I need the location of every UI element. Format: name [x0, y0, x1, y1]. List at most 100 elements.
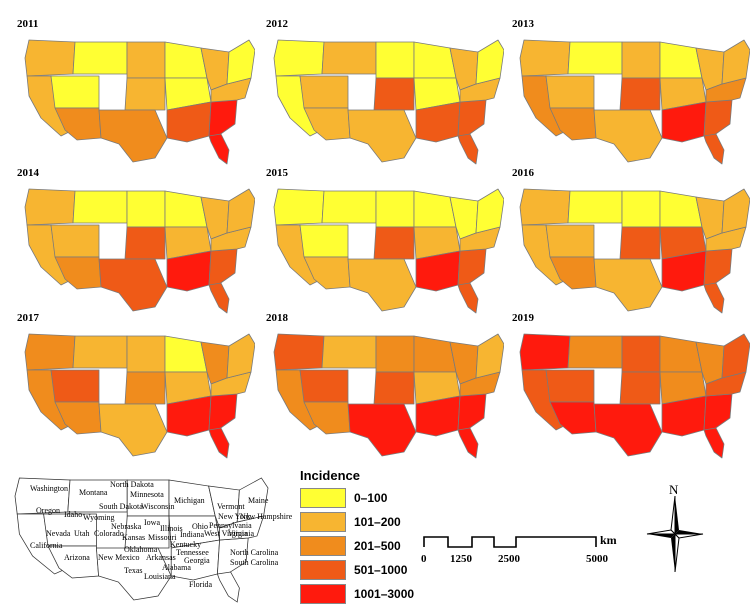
- state-label: New Hampshire: [240, 512, 293, 521]
- region-texas-ok: [347, 258, 417, 312]
- region-new-england: [226, 333, 255, 379]
- ref-region-central-plains: [124, 515, 170, 549]
- north-arrow-icon: N: [645, 482, 705, 572]
- scale-bar-line: [423, 536, 597, 548]
- state-label: North Dakota: [110, 480, 154, 489]
- ref-region-southeast: [216, 537, 249, 577]
- region-southeast: [703, 99, 733, 139]
- choropleth-map: [519, 333, 750, 459]
- region-southeast: [457, 99, 487, 139]
- region-texas-ok: [347, 403, 417, 457]
- region-mountain-n: [321, 335, 377, 369]
- region-florida: [457, 133, 479, 165]
- legend-swatch: [300, 536, 346, 556]
- ref-region-southwest: [47, 545, 100, 579]
- scale-tick: 5000: [586, 553, 608, 565]
- state-label: Oklahoma: [124, 545, 158, 554]
- choropleth-map: [24, 188, 255, 314]
- region-southwest: [549, 256, 597, 290]
- region-southwest: [303, 401, 351, 435]
- state-label: Alabama: [162, 563, 191, 572]
- region-southeast: [457, 248, 487, 288]
- choropleth-map: [273, 188, 504, 314]
- region-gulf-south: [166, 395, 212, 437]
- state-label: Louisiana: [144, 572, 176, 581]
- region-southwest: [54, 107, 102, 141]
- reference-state-map: Washington Montana North Dakota Minnesot…: [4, 468, 292, 610]
- region-central-plains: [619, 77, 661, 111]
- legend-item: 501–1000: [300, 558, 414, 582]
- region-texas-ok: [593, 109, 663, 163]
- state-label: Tennessee: [176, 548, 209, 557]
- region-southwest: [54, 401, 102, 435]
- state-label: Idaho: [64, 510, 83, 519]
- region-central-plains: [124, 77, 166, 111]
- ref-region-gulf-south: [170, 539, 221, 581]
- scale-tick: 0: [421, 553, 427, 565]
- region-gulf-south: [415, 395, 461, 437]
- region-northern-plains: [621, 41, 661, 79]
- region-upper-midwest: [164, 335, 208, 373]
- region-northern-plains: [621, 335, 661, 373]
- region-central-plains: [124, 226, 166, 260]
- region-northern-plains: [375, 335, 415, 373]
- region-southeast: [208, 248, 238, 288]
- region-new-england: [475, 39, 504, 85]
- legend-item: 101–200: [300, 510, 414, 534]
- region-mountain-n: [72, 41, 128, 75]
- scale-tick: 2500: [498, 553, 520, 565]
- map-panel-2016: 2016: [510, 167, 750, 317]
- region-great-basin: [50, 369, 100, 403]
- state-label: Wisconsin: [141, 502, 175, 511]
- region-florida: [457, 282, 479, 314]
- state-label: Ohio: [192, 522, 208, 531]
- region-upper-midwest: [413, 335, 457, 373]
- region-florida: [703, 133, 725, 165]
- region-central-plains: [373, 371, 415, 405]
- legend-swatch: [300, 488, 346, 508]
- region-florida: [703, 282, 725, 314]
- state-label: Kentucky: [170, 540, 202, 549]
- legend-swatch: [300, 512, 346, 532]
- region-upper-midwest: [413, 41, 457, 79]
- region-new-england: [226, 188, 255, 234]
- region-new-england: [721, 333, 750, 379]
- region-great-basin: [50, 224, 100, 258]
- region-texas-ok: [98, 109, 168, 163]
- region-pacific-nw: [519, 333, 571, 371]
- region-great-basin: [299, 75, 349, 109]
- state-label: Wyoming: [83, 513, 115, 522]
- region-mountain-n: [321, 41, 377, 75]
- region-northern-plains: [126, 335, 166, 373]
- state-label: Maine: [248, 496, 269, 505]
- region-new-england: [721, 39, 750, 85]
- state-label: New Mexico: [98, 553, 140, 562]
- region-pacific-nw: [519, 188, 571, 226]
- choropleth-map: [519, 188, 750, 314]
- region-southeast: [208, 99, 238, 139]
- legend-title: Incidence: [300, 468, 360, 483]
- region-northern-plains: [126, 190, 166, 228]
- region-southeast: [703, 393, 733, 433]
- region-new-england: [721, 188, 750, 234]
- map-panel-2015: 2015: [264, 167, 504, 317]
- scale-bar: km 0 1250 2500 5000: [420, 527, 640, 567]
- region-florida: [703, 427, 725, 459]
- ref-region-florida: [216, 571, 240, 603]
- state-label: Colorado: [94, 529, 124, 538]
- region-central-plains: [124, 371, 166, 405]
- legend-item: 201–500: [300, 534, 414, 558]
- legend-swatch: [300, 584, 346, 604]
- map-panel-2013: 2013: [510, 18, 750, 168]
- region-upper-midwest: [164, 190, 208, 228]
- panel-year: 2019: [512, 312, 534, 324]
- region-gulf-south: [661, 101, 707, 143]
- region-pacific-nw: [273, 188, 325, 226]
- legend-label: 201–500: [354, 539, 401, 553]
- scale-tick: 1250: [450, 553, 472, 565]
- state-label: Illinois: [160, 524, 183, 533]
- panel-year: 2018: [266, 312, 288, 324]
- state-label: Minnesota: [130, 490, 164, 499]
- state-label: Arkansas: [146, 553, 176, 562]
- region-southeast: [208, 393, 238, 433]
